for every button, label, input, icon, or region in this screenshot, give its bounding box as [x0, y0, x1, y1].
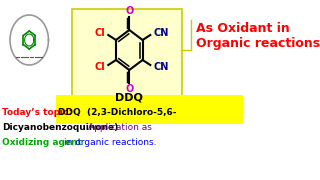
Text: O: O — [125, 84, 133, 94]
Text: Oxidizing agent: Oxidizing agent — [2, 138, 82, 147]
Text: Today’s topic:: Today’s topic: — [2, 108, 72, 117]
Text: Cl: Cl — [94, 28, 105, 38]
Text: CN: CN — [153, 28, 169, 38]
Bar — [56, 95, 243, 124]
Text: DDQ  (2,3-Dichloro-5,6-: DDQ (2,3-Dichloro-5,6- — [58, 108, 176, 117]
FancyBboxPatch shape — [72, 9, 182, 96]
Text: O: O — [125, 6, 133, 16]
Text: Application as: Application as — [89, 123, 152, 132]
Text: CN: CN — [153, 62, 169, 72]
Text: in organic reactions.: in organic reactions. — [64, 138, 156, 147]
Text: DDQ: DDQ — [115, 92, 143, 102]
Text: As Oxidant in: As Oxidant in — [196, 22, 290, 35]
Text: Cl: Cl — [94, 62, 105, 72]
Text: Organic reactions: Organic reactions — [196, 37, 320, 50]
Text: Dicyanobenzoquinone): Dicyanobenzoquinone) — [2, 123, 118, 132]
